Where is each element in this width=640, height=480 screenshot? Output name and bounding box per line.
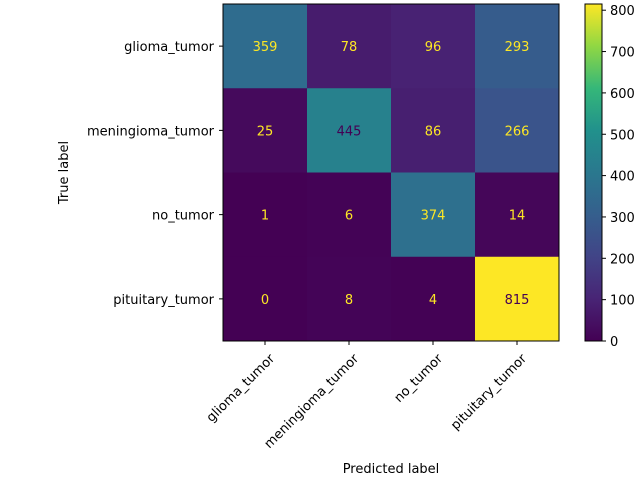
heatmap-cell xyxy=(475,256,560,342)
y-tick-label: pituitary_tumor xyxy=(113,293,214,308)
heatmap-cell xyxy=(223,172,308,258)
heatmap-cell xyxy=(223,88,308,173)
x-tick-label: no_tumor xyxy=(392,351,447,406)
heatmap-cell xyxy=(223,256,308,342)
cell-value-label: 445 xyxy=(337,124,362,139)
heatmap-cell xyxy=(391,88,476,173)
heatmap-cell xyxy=(307,172,392,258)
colorbar-tick-label: 800 xyxy=(610,4,635,19)
cell-value-label: 86 xyxy=(425,124,442,139)
heatmap-cell xyxy=(391,4,476,89)
heatmap-cell xyxy=(391,256,476,342)
cell-value-label: 6 xyxy=(345,209,353,224)
cell-value-label: 78 xyxy=(341,40,358,55)
heatmap-cells: 359 78 96 293 25 445 86 266 1 6 374 14 0 8 4 815 xyxy=(223,4,560,342)
heatmap-cell xyxy=(307,256,392,342)
x-tick-label: pituitary_tumor xyxy=(448,351,530,433)
colorbar-tick-label: 700 xyxy=(610,46,635,61)
heatmap-cell xyxy=(223,4,308,89)
heatmap-cell xyxy=(475,88,560,173)
colorbar-tick-label: 200 xyxy=(610,252,635,267)
heatmap-cell xyxy=(475,172,560,258)
cell-value-label: 293 xyxy=(505,40,530,55)
y-tick-label: no_tumor xyxy=(152,209,215,224)
heatmap-cell xyxy=(307,88,392,173)
cell-value-label: 25 xyxy=(257,124,274,139)
y-tick-label: glioma_tumor xyxy=(124,40,215,55)
cell-value-label: 4 xyxy=(429,293,437,308)
heatmap-cell xyxy=(391,172,476,258)
cell-value-label: 266 xyxy=(505,124,530,139)
cell-value-label: 374 xyxy=(421,209,446,224)
cell-value-label: 8 xyxy=(345,293,353,308)
y-tick-label: meningioma_tumor xyxy=(87,124,215,139)
colorbar-tick-label: 100 xyxy=(610,294,635,309)
heatmap-cell xyxy=(307,4,392,89)
cell-value-label: 14 xyxy=(509,209,526,224)
colorbar-tick-label: 400 xyxy=(610,170,635,185)
y-axis-title: True label xyxy=(57,141,72,205)
colorbar-gradient xyxy=(584,3,603,342)
x-tick-label: glioma_tumor xyxy=(204,351,279,426)
cell-value-label: 0 xyxy=(261,293,269,308)
cell-value-label: 96 xyxy=(425,40,442,55)
colorbar: 0 100 200 300 400 500 600 700 800 xyxy=(584,3,635,350)
heatmap-cell xyxy=(475,4,560,89)
x-axis-title: Predicted label xyxy=(343,462,440,477)
x-tick-label: meningioma_tumor xyxy=(262,351,363,452)
colorbar-tick-label: 0 xyxy=(610,335,618,350)
colorbar-tick-label: 300 xyxy=(610,211,635,226)
cell-value-label: 1 xyxy=(261,209,269,224)
plot-frame xyxy=(222,3,560,342)
cell-value-label: 359 xyxy=(253,40,278,55)
colorbar-tick-label: 600 xyxy=(610,87,635,102)
colorbar-tick-label: 500 xyxy=(610,128,635,143)
cell-value-label: 815 xyxy=(505,293,530,308)
